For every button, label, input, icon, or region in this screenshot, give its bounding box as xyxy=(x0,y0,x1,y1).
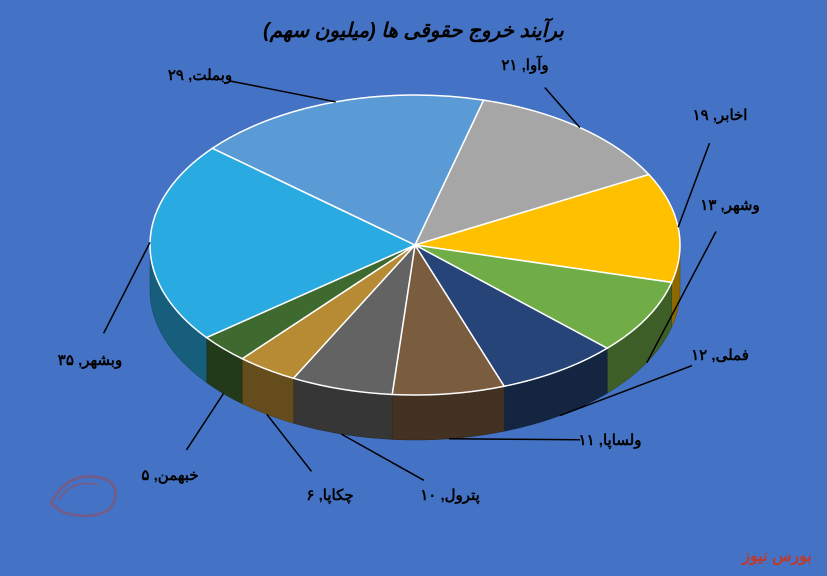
brand-logo xyxy=(40,461,130,521)
slice-label: وبشهر, ۳۵ xyxy=(58,351,122,369)
chart-title: برآیند خروج حقوقی ها (میلیون سهم) xyxy=(263,18,564,43)
slice-label: وشهر, ۱۳ xyxy=(700,196,759,214)
slice-label: پترول, ۱۰ xyxy=(420,486,480,504)
slice-label: چکاپا, ۶ xyxy=(306,486,353,504)
footer-brand: بورس نیوز xyxy=(742,546,812,566)
slice-label: اخابر, ۱۹ xyxy=(693,106,748,124)
slice-label: فملی, ۱۲ xyxy=(691,346,749,364)
slice-label: ولساپا, ۱۱ xyxy=(579,431,642,449)
pie-chart xyxy=(120,75,710,475)
slice-label: وبملت, ۲۹ xyxy=(168,66,232,84)
slice-label: وآوا, ۲۱ xyxy=(501,56,548,74)
slice-label: خبهمن, ۵ xyxy=(141,466,198,484)
